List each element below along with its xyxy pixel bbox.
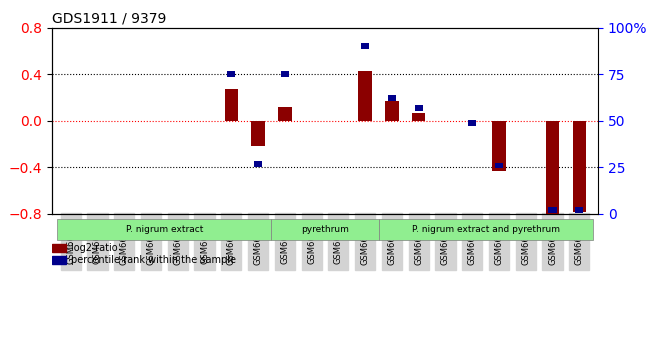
Text: P. nigrum extract: P. nigrum extract: [125, 225, 203, 234]
Bar: [495, 162, 503, 168]
Bar: [227, 71, 235, 77]
FancyBboxPatch shape: [272, 219, 378, 240]
Bar: [575, 207, 583, 213]
Text: log2 ratio: log2 ratio: [71, 243, 118, 253]
Bar: [468, 120, 476, 126]
Bar: [388, 96, 396, 101]
Bar: [361, 43, 369, 49]
Bar: [225, 89, 238, 121]
Bar: [492, 121, 506, 171]
Bar: [52, 244, 66, 253]
Bar: [281, 71, 289, 77]
Bar: [254, 161, 262, 167]
Text: pyrethrum: pyrethrum: [301, 225, 349, 234]
Bar: [358, 71, 372, 121]
Bar: [52, 256, 66, 264]
Bar: [549, 207, 556, 213]
Bar: [278, 107, 292, 121]
Bar: [252, 121, 265, 146]
Bar: [546, 121, 559, 216]
Text: P. nigrum extract and pyrethrum: P. nigrum extract and pyrethrum: [411, 225, 560, 234]
FancyBboxPatch shape: [57, 219, 272, 240]
Bar: [412, 112, 425, 121]
Bar: [415, 105, 422, 111]
Bar: [573, 121, 586, 211]
Text: GDS1911 / 9379: GDS1911 / 9379: [52, 11, 166, 25]
Text: percentile rank within the sample: percentile rank within the sample: [71, 255, 236, 265]
Bar: [385, 101, 398, 121]
FancyBboxPatch shape: [378, 219, 593, 240]
